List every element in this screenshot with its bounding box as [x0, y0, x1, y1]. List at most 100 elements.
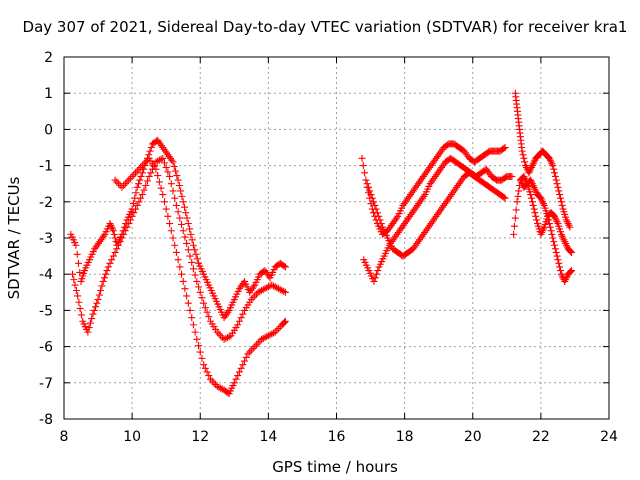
- data-point: [364, 183, 372, 191]
- data-point: [116, 238, 124, 246]
- data-point: [362, 176, 370, 184]
- data-point: [131, 194, 139, 202]
- data-point: [549, 234, 557, 242]
- data-point: [548, 230, 556, 238]
- data-point: [178, 220, 186, 228]
- data-point: [556, 267, 564, 275]
- data-point: [544, 212, 552, 220]
- data-point: [126, 216, 134, 224]
- y-tick-label: -8: [39, 412, 53, 428]
- data-point: [195, 283, 203, 291]
- data-point: [371, 274, 379, 282]
- data-point: [359, 162, 367, 170]
- data-point: [554, 256, 562, 264]
- data-point: [176, 263, 184, 271]
- data-point: [508, 172, 516, 180]
- x-tick-label: 14: [259, 429, 277, 445]
- data-point: [225, 333, 233, 341]
- data-point: [566, 223, 574, 231]
- data-point: [137, 172, 145, 180]
- data-point: [205, 372, 213, 380]
- data-point: [180, 203, 188, 211]
- data-point: [246, 348, 254, 356]
- data-point: [138, 191, 146, 199]
- data-point: [171, 194, 179, 202]
- data-point: [500, 144, 508, 152]
- data-point: [75, 298, 83, 306]
- data-point: [166, 172, 174, 180]
- data-point: [186, 306, 194, 314]
- data-point: [179, 227, 187, 235]
- data-point: [181, 285, 189, 293]
- data-point: [172, 248, 180, 256]
- data-point: [100, 274, 108, 282]
- data-point: [552, 176, 560, 184]
- data-point: [191, 246, 199, 254]
- data-point: [69, 270, 77, 278]
- data-point: [189, 241, 197, 249]
- data-point: [206, 375, 214, 383]
- data-point: [252, 341, 260, 349]
- data-point: [518, 147, 526, 155]
- x-tick-label: 20: [464, 429, 482, 445]
- data-point: [373, 209, 381, 217]
- data-point: [178, 192, 186, 200]
- data-point: [235, 317, 243, 325]
- data-point: [133, 167, 141, 175]
- data-point: [174, 208, 182, 216]
- data-point: [157, 184, 165, 192]
- data-point: [175, 182, 183, 190]
- data-point: [120, 230, 128, 238]
- data-point: [157, 155, 165, 163]
- data-point: [102, 270, 110, 278]
- data-point: [86, 319, 94, 327]
- data-point: [76, 305, 84, 313]
- data-point: [138, 169, 146, 177]
- data-point: [556, 263, 564, 271]
- x-tick-label: 12: [191, 429, 209, 445]
- data-point: [377, 220, 385, 228]
- data-point: [549, 162, 557, 170]
- data-point: [188, 314, 196, 322]
- data-point: [129, 200, 137, 208]
- data-point: [98, 282, 106, 290]
- data-point: [152, 165, 160, 173]
- data-point: [159, 191, 167, 199]
- data-point: [108, 256, 116, 264]
- data-point: [554, 183, 562, 191]
- series-arc-3-upper: [511, 89, 574, 231]
- data-point: [183, 214, 191, 222]
- data-point: [510, 222, 518, 230]
- data-point: [94, 296, 102, 304]
- data-point: [187, 230, 195, 238]
- data-point: [147, 169, 155, 177]
- data-point: [280, 262, 288, 270]
- data-point: [281, 263, 289, 271]
- data-point: [568, 267, 576, 275]
- data-point: [551, 245, 559, 253]
- data-point: [184, 299, 192, 307]
- data-point: [237, 314, 245, 322]
- data-point: [164, 168, 172, 176]
- y-tick-label: -4: [39, 267, 53, 283]
- data-point: [513, 198, 521, 206]
- data-point: [361, 169, 369, 177]
- data-point: [237, 364, 245, 372]
- y-axis-label: SDTVAR / TECUs: [5, 176, 23, 299]
- data-point: [531, 209, 539, 217]
- data-point: [521, 158, 529, 166]
- data-point: [106, 259, 114, 267]
- data-point: [367, 191, 375, 199]
- y-tick-label: -2: [39, 195, 53, 211]
- data-point: [281, 288, 289, 296]
- data-point: [251, 292, 259, 300]
- data-point: [200, 361, 208, 369]
- data-point: [132, 169, 140, 177]
- data-point: [568, 248, 576, 256]
- data-point: [146, 147, 154, 155]
- series-arc-2-lower: [363, 169, 509, 260]
- data-point: [118, 183, 126, 191]
- data-point: [555, 259, 563, 267]
- data-point: [203, 308, 211, 316]
